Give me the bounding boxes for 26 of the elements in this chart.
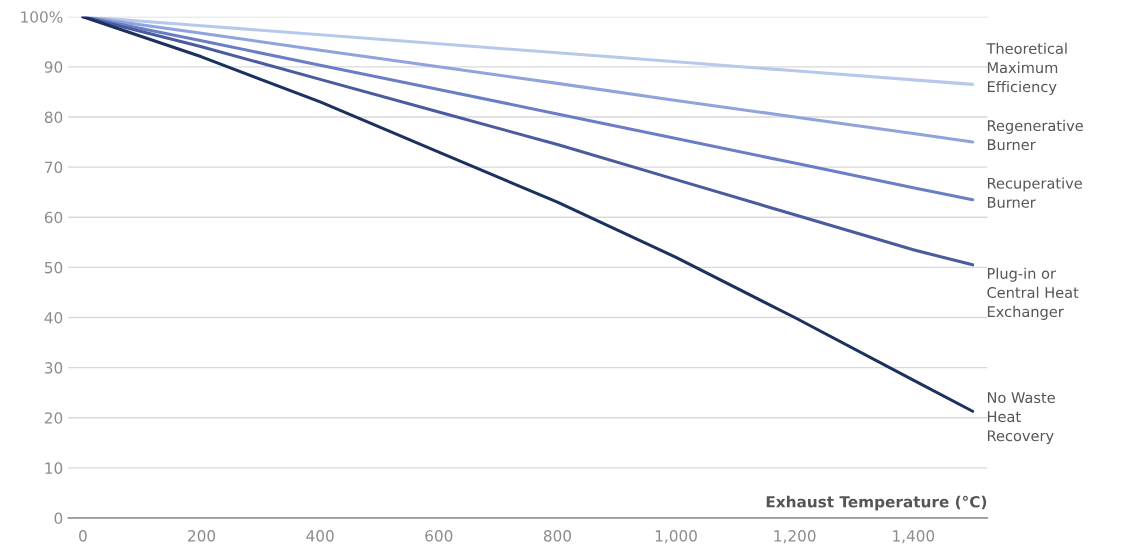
x-axis-title: Exhaust Temperature (°C) [766, 495, 987, 511]
y-tick-label: 100% [21, 11, 63, 23]
series-label: Regenerative Burner [987, 119, 1083, 151]
series-label: Theoretical Maximum Efficiency [986, 42, 1067, 96]
x-tick-label: 1,000 [655, 530, 697, 544]
y-tick-label: 30 [44, 362, 63, 374]
y-tick-label: 90 [44, 61, 63, 73]
series-label: Plug-in or Central Heat Exchanger [987, 267, 1079, 320]
y-tick-label: 0 [54, 512, 63, 525]
x-tick-label: 600 [425, 530, 453, 542]
y-tick-label: 50 [44, 261, 63, 274]
y-tick-label: 80 [44, 111, 63, 123]
x-tick-label: 0 [79, 530, 87, 542]
series-label: Recuperative Burner [987, 177, 1082, 208]
x-tick-label: 800 [543, 530, 571, 542]
series-label: No Waste Heat Recovery [987, 392, 1055, 445]
y-tick-label: 40 [44, 311, 63, 324]
y-tick-label: 20 [44, 412, 63, 424]
line-series [81, 16, 975, 413]
y-tick-label: 70 [45, 161, 63, 174]
y-tick-label: 10 [45, 462, 63, 474]
x-tick-label: 200 [188, 530, 216, 542]
x-tick-label: 1,400 [893, 530, 935, 544]
x-tick-label: 400 [306, 530, 334, 542]
x-tick-label: 1,200 [774, 530, 816, 544]
y-tick-label: 60 [44, 211, 63, 224]
